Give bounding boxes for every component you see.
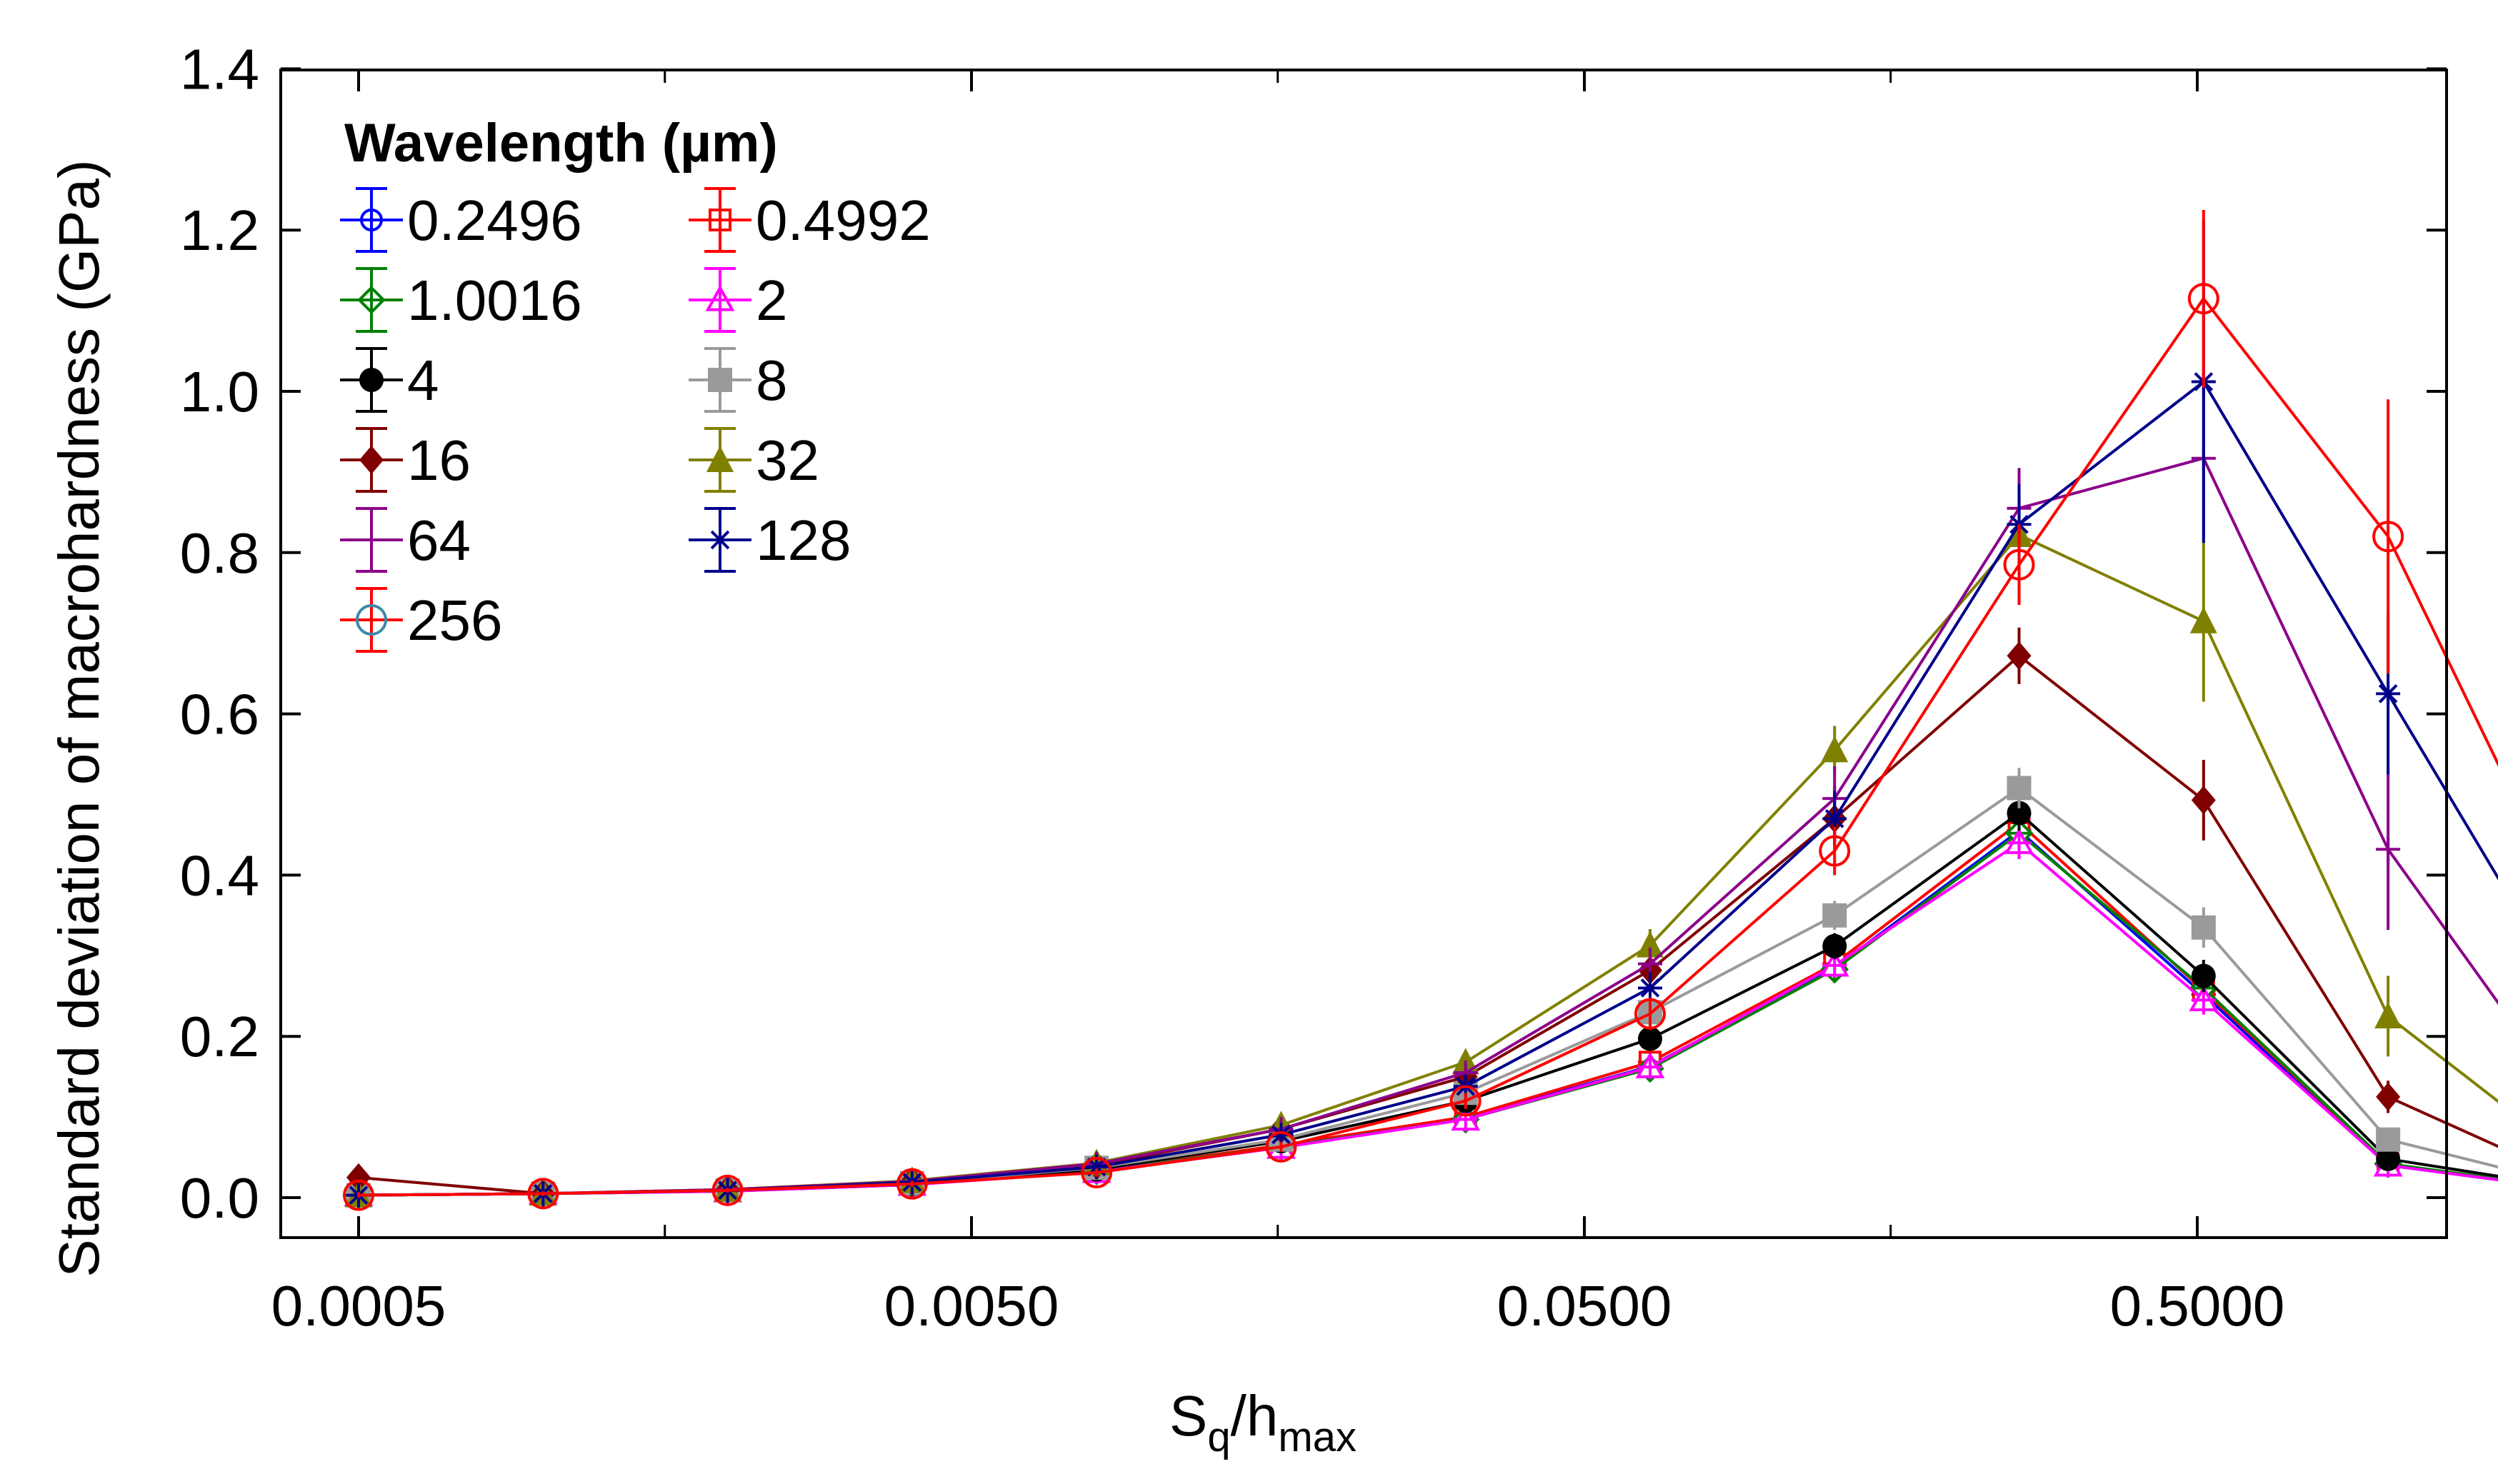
legend-item-16: 16 [340, 427, 471, 493]
data-point [2191, 915, 2216, 940]
data-point [2189, 606, 2217, 633]
data-point [2376, 1082, 2401, 1111]
legend-label: 64 [407, 508, 471, 572]
data-point [1822, 933, 1847, 958]
plot-frame [279, 69, 2448, 1239]
legend: Wavelength (µm) 0.2496 0.4992 1.0016 2 4 8 16 3… [340, 113, 931, 653]
data-point [527, 1178, 559, 1210]
legend-title: Wavelength (µm) [344, 113, 778, 174]
data-point [1449, 1085, 1482, 1117]
data-point [2191, 786, 2216, 815]
legend-label: 256 [407, 588, 502, 652]
legend-label: 0.2496 [407, 189, 582, 252]
data-point [346, 1163, 371, 1192]
x-tick-label: 0.5000 [2110, 1274, 2285, 1338]
data-point [1822, 903, 1847, 928]
legend-item-256: 256 [340, 587, 502, 653]
legend-marker [359, 528, 384, 552]
legend-item-128: 128 [689, 507, 851, 573]
legend-marker [357, 286, 386, 314]
legend-label: 2 [756, 269, 788, 332]
legend-marker [356, 604, 387, 636]
y-tick-labels: 0.0 0.2 0.4 0.6 0.8 1.0 1.2 1.4 [180, 37, 259, 1230]
x-axis-title-mid: /h [1231, 1384, 1279, 1448]
legend-marker [708, 368, 732, 392]
legend-label: 8 [756, 349, 788, 412]
x-axis-title-sub1: q [1207, 1414, 1230, 1460]
data-point [2007, 776, 2032, 801]
data-point [2004, 828, 2034, 856]
series-256 [343, 209, 2498, 1211]
y-tick-label: 0.8 [180, 521, 259, 585]
legend-item-8: 8 [689, 347, 788, 413]
legend-marker [708, 208, 732, 232]
data-point [1636, 931, 1664, 958]
y-tick-label: 1.4 [180, 37, 259, 101]
legend-item-2: 2 [689, 267, 788, 333]
data-point [2003, 548, 2035, 581]
x-axis-title-sub2: max [1278, 1414, 1357, 1460]
legend-marker [705, 284, 735, 312]
legend-label: 4 [407, 349, 439, 412]
data-point [1081, 1157, 1113, 1189]
legend-item-64: 64 [340, 507, 471, 573]
data-point [2191, 963, 2216, 988]
legend-label: 128 [756, 508, 851, 572]
y-tick-label: 0.6 [180, 683, 259, 746]
legend-marker [708, 528, 732, 552]
data-point [711, 1174, 744, 1206]
y-tick-label: 0.2 [180, 1005, 259, 1068]
data-point [2376, 681, 2401, 706]
data-point [1634, 998, 1666, 1030]
legend-marker [359, 446, 384, 474]
data-point [2374, 1001, 2402, 1028]
data-point [2372, 521, 2404, 553]
y-tick-label: 1.0 [180, 360, 259, 423]
data-point [1821, 736, 1849, 763]
x-axis-title-main: S [1169, 1384, 1207, 1448]
y-tick-label: 1.2 [180, 199, 259, 262]
y-tick-label: 0.0 [180, 1166, 259, 1230]
data-point [1451, 1104, 1481, 1132]
data-point [1265, 1130, 1297, 1163]
data-point [1637, 1026, 1662, 1051]
x-tick-label: 0.0050 [884, 1274, 1059, 1338]
legend-item-1.0016: 1.0016 [340, 267, 582, 333]
data-point [2007, 801, 2032, 826]
y-axis-title: Standard deviation of macrohardness (GPa… [47, 159, 111, 1277]
x-tick-label: 0.0005 [271, 1274, 446, 1338]
data-point [343, 1179, 374, 1211]
legend-item-32: 32 [689, 427, 819, 493]
data-point [2187, 283, 2219, 315]
legend-label: 32 [756, 428, 819, 492]
legend-marker [359, 368, 384, 392]
y-tick-label: 0.4 [180, 843, 259, 907]
plot-series [343, 209, 2498, 1211]
data-point [2007, 641, 2032, 671]
data-point [2376, 837, 2401, 862]
legend-marker [706, 446, 734, 472]
data-point [2376, 1146, 2401, 1171]
data-point [2376, 1127, 2401, 1152]
legend-label: 0.4992 [756, 189, 931, 252]
legend-marker [359, 208, 384, 232]
data-point [896, 1168, 928, 1200]
legend-item-0.4992: 0.4992 [689, 187, 931, 253]
x-tick-label: 0.0500 [1497, 1274, 1672, 1338]
legend-item-0.2496: 0.2496 [340, 187, 582, 253]
x-axis-title: Sq/hmax [1169, 1384, 1357, 1460]
data-point [1637, 976, 1662, 1001]
series-line [358, 297, 2498, 1197]
legend-label: 1.0016 [407, 269, 582, 332]
legend-label: 16 [407, 428, 471, 492]
legend-item-4: 4 [340, 347, 439, 413]
data-point [1819, 835, 1851, 867]
data-point [1635, 1051, 1665, 1080]
